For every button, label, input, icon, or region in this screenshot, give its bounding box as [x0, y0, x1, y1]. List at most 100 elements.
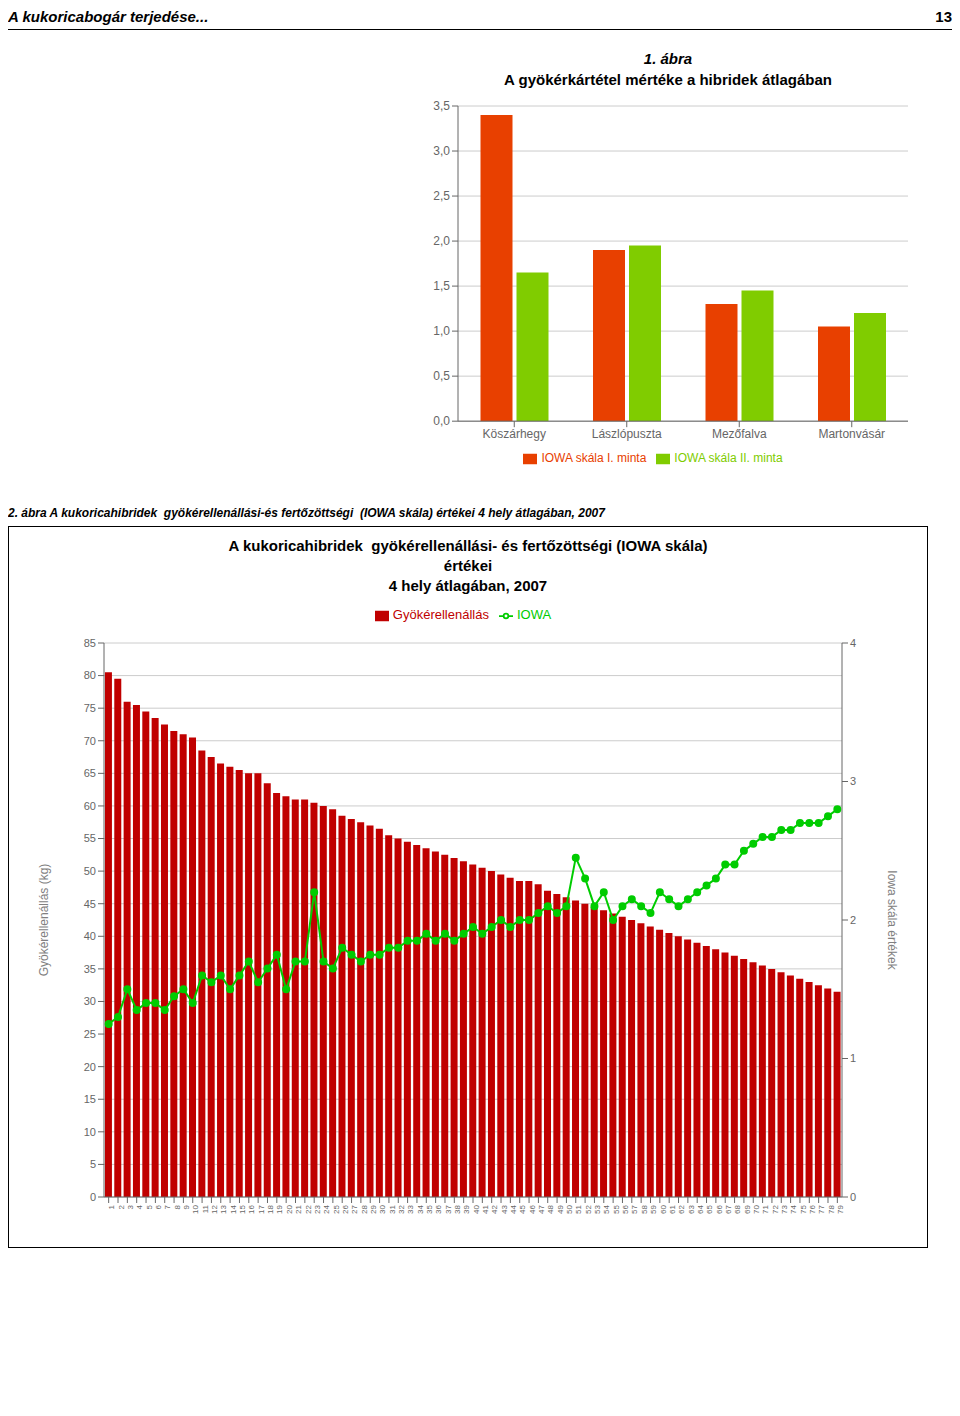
- svg-text:85: 85: [84, 637, 96, 649]
- svg-text:79: 79: [836, 1204, 845, 1213]
- svg-text:11: 11: [201, 1204, 210, 1213]
- svg-text:43: 43: [500, 1204, 509, 1213]
- svg-text:36: 36: [434, 1204, 443, 1213]
- svg-text:18: 18: [266, 1204, 275, 1213]
- svg-text:45: 45: [84, 898, 96, 910]
- svg-text:5: 5: [145, 1204, 154, 1209]
- svg-text:45: 45: [518, 1204, 527, 1213]
- svg-text:32: 32: [397, 1204, 406, 1213]
- svg-text:Mezőfalva: Mezőfalva: [712, 427, 767, 441]
- svg-text:Köszárhegy: Köszárhegy: [483, 427, 546, 441]
- svg-text:3: 3: [850, 775, 856, 787]
- svg-text:47: 47: [537, 1204, 546, 1213]
- svg-text:65: 65: [705, 1204, 714, 1213]
- svg-text:63: 63: [687, 1204, 696, 1213]
- svg-text:46: 46: [528, 1204, 537, 1213]
- svg-text:71: 71: [761, 1204, 770, 1213]
- svg-text:9: 9: [182, 1204, 191, 1209]
- svg-text:60: 60: [84, 800, 96, 812]
- svg-text:21: 21: [294, 1204, 303, 1213]
- svg-text:10: 10: [191, 1204, 200, 1213]
- svg-text:19: 19: [276, 1204, 285, 1213]
- svg-text:48: 48: [546, 1204, 555, 1213]
- svg-text:20: 20: [285, 1204, 294, 1213]
- svg-text:27: 27: [350, 1204, 359, 1213]
- svg-text:24: 24: [322, 1204, 331, 1213]
- svg-text:67: 67: [724, 1204, 733, 1213]
- svg-text:4: 4: [135, 1204, 144, 1209]
- svg-text:68: 68: [733, 1204, 742, 1213]
- svg-text:4: 4: [850, 637, 856, 649]
- svg-text:60: 60: [659, 1204, 668, 1213]
- svg-text:75: 75: [799, 1204, 808, 1213]
- svg-text:33: 33: [406, 1204, 415, 1213]
- svg-text:0,5: 0,5: [433, 369, 450, 383]
- svg-text:13: 13: [219, 1204, 228, 1213]
- svg-text:22: 22: [304, 1204, 313, 1213]
- svg-text:78: 78: [827, 1204, 836, 1213]
- svg-text:30: 30: [84, 995, 96, 1007]
- svg-text:26: 26: [341, 1204, 350, 1213]
- svg-text:57: 57: [630, 1204, 639, 1213]
- svg-text:20: 20: [84, 1061, 96, 1073]
- svg-text:25: 25: [332, 1204, 341, 1213]
- svg-text:7: 7: [163, 1204, 172, 1209]
- svg-text:59: 59: [649, 1204, 658, 1213]
- svg-text:70: 70: [84, 735, 96, 747]
- svg-text:62: 62: [677, 1204, 686, 1213]
- svg-text:14: 14: [229, 1204, 238, 1213]
- svg-text:58: 58: [640, 1204, 649, 1213]
- svg-text:49: 49: [556, 1204, 565, 1213]
- svg-text:Gyökérellenállás (kg): Gyökérellenállás (kg): [37, 864, 51, 977]
- svg-text:16: 16: [247, 1204, 256, 1213]
- svg-text:Martonvásár: Martonvásár: [818, 427, 885, 441]
- svg-text:8: 8: [173, 1204, 182, 1209]
- svg-text:66: 66: [715, 1204, 724, 1213]
- svg-text:70: 70: [752, 1204, 761, 1213]
- svg-text:74: 74: [789, 1204, 798, 1213]
- svg-text:40: 40: [472, 1204, 481, 1213]
- svg-text:15: 15: [238, 1204, 247, 1213]
- svg-text:52: 52: [584, 1204, 593, 1213]
- svg-text:42: 42: [490, 1204, 499, 1213]
- svg-text:77: 77: [817, 1204, 826, 1213]
- svg-text:35: 35: [425, 1204, 434, 1213]
- svg-text:72: 72: [771, 1204, 780, 1213]
- svg-text:0: 0: [850, 1191, 856, 1203]
- svg-text:1,0: 1,0: [433, 324, 450, 338]
- svg-text:28: 28: [360, 1204, 369, 1213]
- svg-text:1: 1: [850, 1052, 856, 1064]
- svg-text:51: 51: [574, 1204, 583, 1213]
- svg-text:23: 23: [313, 1204, 322, 1213]
- svg-text:80: 80: [84, 669, 96, 681]
- svg-text:76: 76: [808, 1204, 817, 1213]
- svg-text:34: 34: [416, 1204, 425, 1213]
- svg-text:3,5: 3,5: [433, 99, 450, 113]
- svg-text:64: 64: [696, 1204, 705, 1213]
- svg-text:41: 41: [481, 1204, 490, 1213]
- svg-text:29: 29: [369, 1204, 378, 1213]
- svg-text:25: 25: [84, 1028, 96, 1040]
- svg-text:65: 65: [84, 767, 96, 779]
- svg-text:75: 75: [84, 702, 96, 714]
- svg-text:1: 1: [107, 1204, 116, 1209]
- svg-text:3: 3: [126, 1204, 135, 1209]
- svg-text:1,5: 1,5: [433, 279, 450, 293]
- svg-text:73: 73: [780, 1204, 789, 1213]
- svg-text:15: 15: [84, 1093, 96, 1105]
- svg-text:54: 54: [602, 1204, 611, 1213]
- svg-text:2,5: 2,5: [433, 189, 450, 203]
- svg-text:3,0: 3,0: [433, 144, 450, 158]
- svg-text:6: 6: [154, 1204, 163, 1209]
- svg-text:61: 61: [668, 1204, 677, 1213]
- svg-text:35: 35: [84, 963, 96, 975]
- svg-text:38: 38: [453, 1204, 462, 1213]
- svg-text:0,0: 0,0: [433, 414, 450, 428]
- svg-text:31: 31: [388, 1204, 397, 1213]
- svg-text:50: 50: [565, 1204, 574, 1213]
- svg-text:10: 10: [84, 1126, 96, 1138]
- svg-text:2: 2: [117, 1204, 126, 1209]
- svg-text:50: 50: [84, 865, 96, 877]
- svg-text:0: 0: [90, 1191, 96, 1203]
- svg-text:Iowa skála értékek: Iowa skála értékek: [885, 870, 899, 970]
